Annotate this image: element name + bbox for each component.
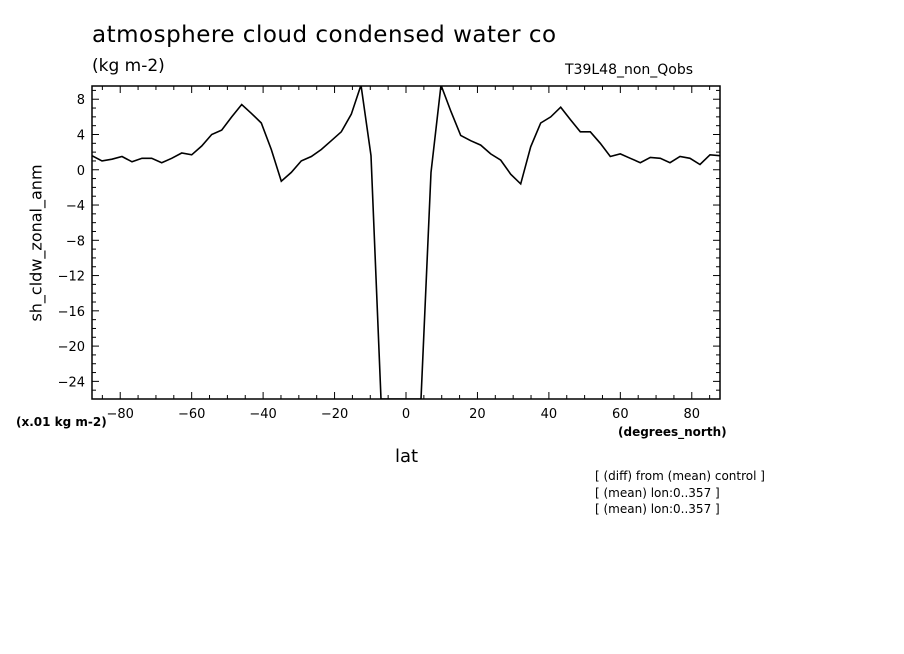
x-axis-units: (degrees_north) (618, 425, 727, 439)
y-tick-label: −12 (58, 270, 85, 285)
x-tick-label: −60 (178, 407, 205, 422)
scale-note: (x.01 kg m-2) (16, 415, 107, 429)
note-diff: [ (diff) from (mean) control ] (595, 469, 765, 483)
x-tick-label: −40 (249, 407, 276, 422)
y-tick-label: −16 (58, 305, 85, 320)
run-label: T39L48_non_Qobs (565, 62, 694, 78)
y-tick-label: −4 (66, 199, 85, 214)
series-group (92, 86, 720, 399)
y-tick-label: −8 (66, 234, 85, 249)
note-mean-lon-2: [ (mean) lon:0..357 ] (595, 502, 720, 516)
x-tick-label: 80 (684, 407, 701, 422)
x-axis-label: lat (395, 446, 419, 467)
chart-units: (kg m-2) (92, 56, 165, 76)
x-tick-label: 20 (469, 407, 486, 422)
axis-ticks (92, 86, 720, 400)
x-tick-label: −20 (321, 407, 348, 422)
y-tick-label: 0 (77, 164, 85, 179)
y-tick-label: 8 (77, 93, 85, 108)
y-tick-label: 4 (77, 128, 85, 143)
y-tick-label: −24 (58, 375, 85, 390)
plot-frame (91, 85, 721, 400)
chart-title: atmosphere cloud condensed water co (92, 22, 557, 48)
x-tick-label: 60 (612, 407, 629, 422)
note-mean-lon-1: [ (mean) lon:0..357 ] (595, 486, 720, 500)
x-tick-label: −80 (107, 407, 134, 422)
series-line (92, 86, 720, 399)
x-tick-label: 40 (541, 407, 558, 422)
y-tick-label: −20 (58, 340, 85, 355)
x-tick-label: 0 (402, 407, 410, 422)
